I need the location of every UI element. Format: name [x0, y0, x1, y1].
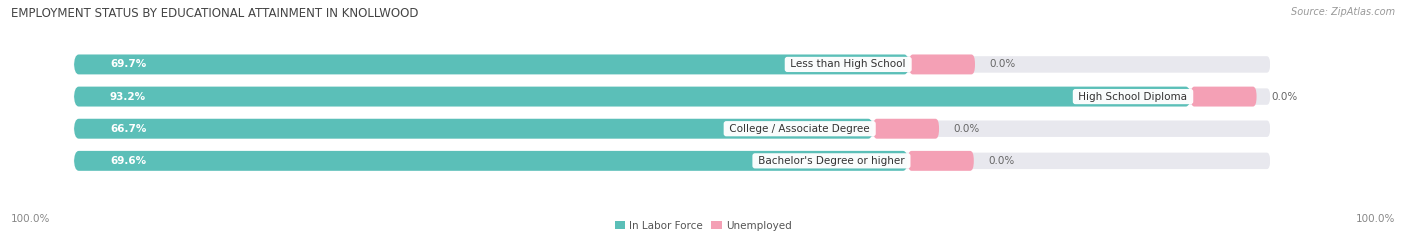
Text: 0.0%: 0.0%: [988, 156, 1014, 166]
Text: High School Diploma: High School Diploma: [1076, 92, 1191, 102]
Text: EMPLOYMENT STATUS BY EDUCATIONAL ATTAINMENT IN KNOLLWOOD: EMPLOYMENT STATUS BY EDUCATIONAL ATTAINM…: [11, 7, 419, 20]
Text: 69.7%: 69.7%: [110, 59, 146, 69]
Text: Bachelor's Degree or higher: Bachelor's Degree or higher: [755, 156, 908, 166]
FancyBboxPatch shape: [75, 87, 1272, 106]
Text: 0.0%: 0.0%: [1271, 92, 1298, 102]
FancyBboxPatch shape: [1191, 87, 1257, 106]
FancyBboxPatch shape: [75, 55, 1272, 74]
Text: 0.0%: 0.0%: [990, 59, 1015, 69]
Text: Less than High School: Less than High School: [787, 59, 910, 69]
FancyBboxPatch shape: [75, 151, 1272, 171]
FancyBboxPatch shape: [75, 55, 910, 74]
FancyBboxPatch shape: [75, 87, 1191, 106]
Text: 100.0%: 100.0%: [1355, 214, 1395, 224]
FancyBboxPatch shape: [75, 151, 908, 171]
Text: College / Associate Degree: College / Associate Degree: [727, 124, 873, 134]
FancyBboxPatch shape: [75, 119, 1272, 139]
Text: 66.7%: 66.7%: [110, 124, 146, 134]
Text: 69.6%: 69.6%: [110, 156, 146, 166]
Text: 100.0%: 100.0%: [11, 214, 51, 224]
Text: 93.2%: 93.2%: [110, 92, 146, 102]
Text: Source: ZipAtlas.com: Source: ZipAtlas.com: [1291, 7, 1395, 17]
FancyBboxPatch shape: [908, 151, 974, 171]
FancyBboxPatch shape: [75, 119, 873, 139]
FancyBboxPatch shape: [873, 119, 939, 139]
Legend: In Labor Force, Unemployed: In Labor Force, Unemployed: [610, 217, 796, 233]
Text: 0.0%: 0.0%: [953, 124, 980, 134]
FancyBboxPatch shape: [910, 55, 974, 74]
